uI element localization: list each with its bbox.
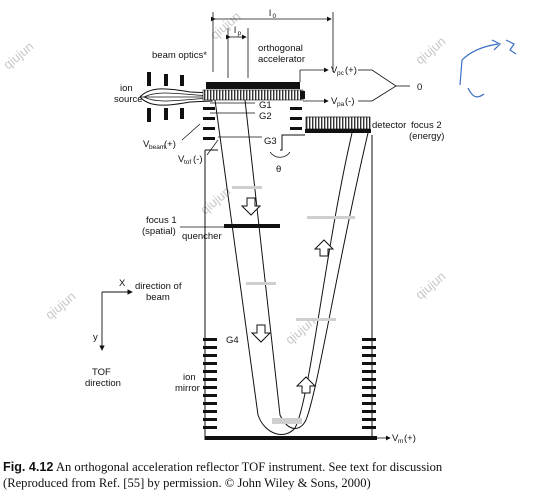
ion-trajectories: [214, 99, 369, 435]
watermark: qiujun: [412, 34, 448, 68]
detector: [305, 116, 371, 133]
vtof-label: V: [178, 154, 185, 165]
beam-optics-label: beam optics*: [152, 50, 207, 61]
focus1-label: (spatial): [142, 226, 176, 237]
lp-subscript: p: [238, 30, 242, 37]
vpc-subscript: pc: [337, 70, 345, 77]
handwritten-scribble: [459, 39, 517, 98]
axis-y-label: y: [93, 332, 98, 343]
vtof-sign: (-): [193, 154, 203, 165]
zero-label: 0: [417, 82, 422, 93]
l0-label: l: [269, 8, 271, 19]
vm-subscript: m: [398, 438, 403, 445]
orthogonal-accelerator: [202, 67, 329, 104]
focus2-label: focus 2: [411, 120, 442, 131]
watermark: qiujun: [197, 184, 233, 218]
ion-mirror-electrodes: [203, 338, 377, 440]
lp-label: l: [234, 25, 236, 36]
axis-x-label: X: [119, 278, 126, 289]
detector-label: detector: [372, 120, 406, 131]
ion-source-label: source: [114, 94, 143, 105]
quencher-label: quencher: [182, 231, 222, 242]
ion-mirror-label: ion: [183, 372, 196, 383]
watermark: qiujun: [0, 39, 36, 73]
flight-tube: [204, 134, 373, 440]
watermark: qiujun: [412, 269, 448, 303]
g1-label: G1: [259, 100, 272, 111]
theta-arc: [269, 151, 291, 158]
beam-bundle-markers: [232, 186, 355, 424]
vbeam-label: V: [143, 139, 150, 150]
ion-mirror-label: mirror: [175, 383, 200, 394]
caption-line-1: An orthogonal acceleration reflector TOF…: [53, 460, 443, 474]
coordinate-axes: [99, 289, 133, 351]
vpa-sign: (-): [345, 96, 355, 107]
dimension-lp: [226, 28, 249, 78]
l0-subscript: 0: [273, 13, 277, 20]
vpc-sign: (+): [345, 65, 357, 76]
up-arrow-icon: [295, 376, 317, 394]
pulse-generator: [358, 69, 410, 102]
vm-label: V: [392, 433, 399, 444]
vtof-subscript: tof: [184, 159, 191, 166]
dimension-l0: [211, 12, 334, 72]
vm-sign: (+): [404, 433, 416, 444]
watermark: qiujun: [42, 289, 78, 323]
figure-caption: Fig. 4.12 An orthogonal acceleration ref…: [3, 459, 551, 491]
direction-of-beam-label: beam: [146, 292, 170, 303]
ion-source-label: ion: [120, 83, 133, 94]
down-arrow-icon: [240, 197, 262, 216]
caption-line-2: (Reproduced from Ref. [55] by permission…: [3, 476, 371, 490]
theta-label: θ: [276, 164, 281, 175]
focus2-label: (energy): [409, 131, 444, 142]
orthogonal-accelerator-label: orthogonal: [258, 43, 303, 54]
flight-tube-left-electrodes: [203, 107, 302, 140]
watermark-group: qiujun qiujun qiujun qiujun qiujun qiuju…: [0, 9, 448, 348]
tof-direction-label: direction: [85, 378, 121, 389]
g3-label: G3: [264, 136, 277, 147]
vbeam-sign: (+): [164, 139, 176, 150]
g4-label: G4: [226, 335, 239, 346]
focus1-label: focus 1: [146, 215, 177, 226]
vbeam-subscript: beam: [149, 144, 165, 151]
tof-direction-label: TOF: [92, 367, 111, 378]
up-arrow-icon: [313, 239, 335, 257]
quencher: [224, 224, 280, 228]
grids-g1-g2: [210, 102, 255, 114]
vtof-leader: [206, 139, 219, 156]
direction-of-beam-label: direction of: [135, 281, 182, 292]
vpa-label: V: [331, 96, 338, 107]
vpc-label: V: [331, 65, 338, 76]
vpa-subscript: pa: [337, 101, 345, 108]
vbeam-leader: [181, 123, 201, 141]
orthogonal-accelerator-label: accelerator: [258, 54, 305, 65]
g2-label: G2: [259, 111, 272, 122]
figure-number: Fig. 4.12: [3, 460, 54, 474]
flow-arrows: [240, 197, 335, 394]
down-arrow-icon: [250, 324, 272, 343]
